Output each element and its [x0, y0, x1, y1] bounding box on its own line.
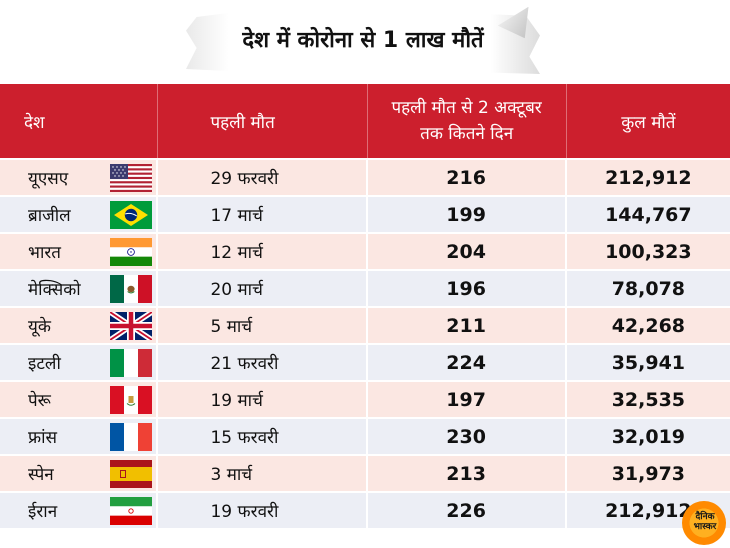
- table-row: इटली 21 फरवरी 224 35,941: [0, 343, 730, 380]
- country-name: ब्राजील: [28, 206, 71, 226]
- header-days-line1: पहली मौत से 2 अक्टूबर: [391, 97, 542, 118]
- first-death-cell: 15 फरवरी: [158, 417, 368, 454]
- country-name: फ्रांस: [28, 428, 58, 448]
- total-deaths-cell: 144,767: [566, 195, 730, 232]
- country-name: ईरान: [28, 502, 58, 522]
- country-cell: ईरान: [0, 491, 159, 528]
- table-row: यूएसए: [0, 158, 730, 195]
- first-death-cell: 21 फरवरी: [158, 343, 368, 380]
- country-cell: भारत: [0, 232, 159, 269]
- title-banner: [186, 12, 540, 74]
- days-cell: 224: [367, 343, 567, 380]
- country-cell: इटली: [0, 343, 159, 380]
- table-row: मेक्सिको 20 मार्च 196 78,078: [0, 269, 730, 306]
- logo-line1: दैनिक: [695, 512, 715, 522]
- total-deaths-cell: 78,078: [566, 269, 730, 306]
- total-deaths-cell: 32,535: [566, 380, 730, 417]
- spain-flag-icon: [110, 459, 153, 488]
- table-row: फ्रांस 15 फरवरी 230 32,019: [0, 417, 730, 454]
- country-cell: फ्रांस: [0, 417, 159, 454]
- italy-flag-icon: [110, 348, 153, 377]
- logo-line2: भास्कर: [693, 522, 717, 532]
- france-flag-icon: [110, 422, 153, 451]
- total-deaths-cell: 35,941: [566, 343, 730, 380]
- header-country: देश: [0, 84, 159, 158]
- country-name: यूके: [28, 317, 51, 337]
- table-row: स्पेन 3 मार्च 213 31,973: [0, 454, 730, 491]
- total-deaths-cell: 100,323: [566, 232, 730, 269]
- table-row: यूके 5 मार्च 211 42,268: [0, 306, 730, 343]
- first-death-cell: 20 मार्च: [158, 269, 368, 306]
- header-days-line2: तक कितने दिन: [420, 124, 514, 144]
- country-cell: पेरू: [0, 380, 159, 417]
- uk-flag-icon: [110, 311, 153, 340]
- country-name: मेक्सिको: [28, 280, 81, 300]
- days-cell: 211: [367, 306, 567, 343]
- header-first-death: पहली मौत: [158, 84, 368, 158]
- page-title: देश में कोरोना से 1 लाख मौतें: [242, 28, 484, 53]
- total-deaths-cell: 42,268: [566, 306, 730, 343]
- dainik-bhaskar-logo-icon: [682, 501, 726, 545]
- country-cell: ब्राजील: [0, 195, 159, 232]
- country-name: स्पेन: [28, 465, 54, 485]
- header-total-deaths: कुल मौतें: [566, 84, 730, 158]
- days-cell: 216: [367, 158, 567, 195]
- total-deaths-cell: 212,912: [566, 158, 730, 195]
- country-cell: यूएसए: [0, 158, 159, 195]
- first-death-cell: 19 फरवरी: [158, 491, 368, 528]
- country-name: इटली: [28, 354, 61, 374]
- first-death-cell: 5 मार्च: [158, 306, 368, 343]
- usa-flag-icon: [110, 163, 153, 192]
- country-name: भारत: [28, 243, 61, 263]
- mexico-flag-icon: [110, 274, 153, 303]
- country-name: पेरू: [28, 391, 51, 411]
- iran-flag-icon: [110, 496, 153, 525]
- brazil-flag-icon: [110, 200, 153, 229]
- table-row: भारत 12 मार्च 204 100,323: [0, 232, 730, 269]
- death-table: देश पहली मौत पहली मौत से 2 अक्टूबर तक कि…: [0, 84, 730, 528]
- first-death-cell: 29 फरवरी: [158, 158, 368, 195]
- header-row: देश पहली मौत पहली मौत से 2 अक्टूबर तक कि…: [0, 84, 730, 158]
- first-death-cell: 3 मार्च: [158, 454, 368, 491]
- country-cell: स्पेन: [0, 454, 159, 491]
- first-death-cell: 17 मार्च: [158, 195, 368, 232]
- first-death-cell: 19 मार्च: [158, 380, 368, 417]
- header-days: पहली मौत से 2 अक्टूबर तक कितने दिन: [367, 84, 567, 158]
- country-cell: यूके: [0, 306, 159, 343]
- country-cell: मेक्सिको: [0, 269, 159, 306]
- total-deaths-cell: 31,973: [566, 454, 730, 491]
- days-cell: 199: [367, 195, 567, 232]
- days-cell: 226: [367, 491, 567, 528]
- days-cell: 213: [367, 454, 567, 491]
- table-row: पेरू 19 मार्च 197 32,535: [0, 380, 730, 417]
- table-row: ईरान 19 फरवरी 226 212,912: [0, 491, 730, 528]
- country-name: यूएसए: [28, 169, 69, 189]
- days-cell: 230: [367, 417, 567, 454]
- india-flag-icon: [110, 237, 153, 266]
- peru-flag-icon: [110, 385, 153, 414]
- logo-text: दैनिक भास्कर: [690, 512, 720, 532]
- days-cell: 204: [367, 232, 567, 269]
- total-deaths-cell: 32,019: [566, 417, 730, 454]
- days-cell: 197: [367, 380, 567, 417]
- first-death-cell: 12 मार्च: [158, 232, 368, 269]
- days-cell: 196: [367, 269, 567, 306]
- table-row: ब्राजील 17 मार्च 199 144,767: [0, 195, 730, 232]
